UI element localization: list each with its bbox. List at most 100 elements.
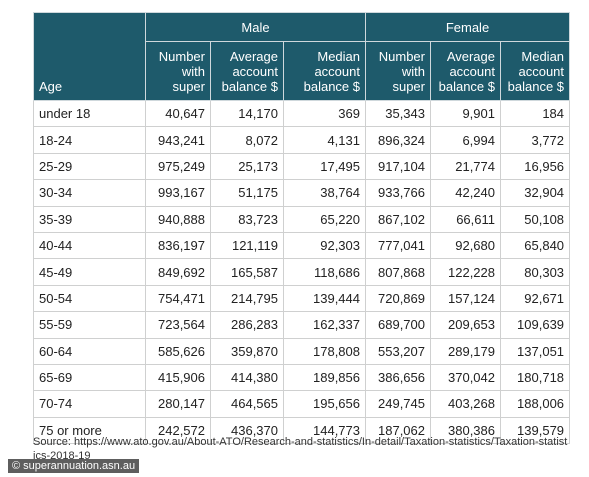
table-row: 25-29 975,249 25,173 17,495 917,104 21,774 16,… — [33, 152, 571, 181]
age-cell: 18-24 — [33, 126, 146, 154]
table-row: 55-59 723,564 286,283 162,337 689,700 209,653… — [33, 311, 571, 339]
column-header: Median account balance $ — [283, 41, 366, 101]
value-cell: 9,901 — [430, 99, 501, 128]
value-cell: 289,179 — [430, 337, 501, 365]
value-cell: 849,692 — [145, 258, 211, 286]
value-cell: 943,241 — [145, 126, 211, 154]
age-cell: 65-69 — [33, 363, 146, 392]
age-cell: under 18 — [33, 99, 146, 128]
value-cell: 933,766 — [365, 179, 431, 207]
value-cell: 214,795 — [210, 284, 284, 313]
value-cell: 40,647 — [145, 99, 211, 128]
value-cell: 414,380 — [210, 363, 284, 392]
age-cell: 45-49 — [33, 258, 146, 286]
value-cell: 65,840 — [499, 231, 571, 260]
value-cell: 940,888 — [145, 205, 211, 233]
value-cell: 553,207 — [365, 337, 431, 365]
value-cell: 32,904 — [499, 179, 571, 207]
value-cell: 16,956 — [499, 152, 571, 181]
value-cell: 867,102 — [365, 205, 431, 233]
value-cell: 121,119 — [210, 231, 284, 260]
value-cell: 38,764 — [283, 179, 366, 207]
table-row: under 18 40,647 14,170 369 35,343 9,901 184 — [33, 99, 571, 128]
value-cell: 66,611 — [430, 205, 501, 233]
value-cell: 754,471 — [145, 284, 211, 313]
value-cell: 157,124 — [430, 284, 501, 313]
value-cell: 165,587 — [210, 258, 284, 286]
value-cell: 242,572 — [145, 416, 211, 445]
value-cell: 369 — [283, 99, 366, 128]
value-cell: 184 — [499, 99, 571, 128]
table-row: 50-54 754,471 214,795 139,444 720,869 157,124… — [33, 284, 571, 313]
value-cell: 6,994 — [430, 126, 501, 154]
table-row: 30-34 993,167 51,175 38,764 933,766 42,240 32,… — [33, 179, 571, 207]
value-cell: 8,072 — [210, 126, 284, 154]
value-cell: 436,370 — [210, 416, 284, 445]
value-cell: 249,745 — [365, 390, 431, 418]
value-cell: 464,565 — [210, 390, 284, 418]
value-cell: 139,579 — [499, 416, 571, 445]
value-cell: 720,869 — [365, 284, 431, 313]
value-cell: 178,808 — [283, 337, 366, 365]
value-cell: 209,653 — [430, 311, 501, 339]
value-cell: 896,324 — [365, 126, 431, 154]
value-cell: 122,228 — [430, 258, 501, 286]
age-cell: 60-64 — [33, 337, 146, 365]
value-cell: 80,303 — [499, 258, 571, 286]
super-table: Age Male Female Number with super Average… — [33, 12, 571, 445]
age-cell: 55-59 — [33, 311, 146, 339]
age-cell: 30-34 — [33, 179, 146, 207]
value-cell: 4,131 — [283, 126, 366, 154]
value-cell: 370,042 — [430, 363, 501, 392]
value-cell: 723,564 — [145, 311, 211, 339]
value-cell: 25,173 — [210, 152, 284, 181]
value-cell: 42,240 — [430, 179, 501, 207]
age-header: Age — [33, 12, 146, 101]
value-cell: 975,249 — [145, 152, 211, 181]
value-cell: 51,175 — [210, 179, 284, 207]
value-cell: 3,772 — [499, 126, 571, 154]
table-row: 35-39 940,888 83,723 65,220 867,102 66,611 50,… — [33, 205, 571, 233]
value-cell: 14,170 — [210, 99, 284, 128]
value-cell: 403,268 — [430, 390, 501, 418]
table-row: 75 or more 242,572 436,370 144,773 187,062 38… — [33, 416, 571, 445]
value-cell: 380,386 — [430, 416, 501, 445]
value-cell: 83,723 — [210, 205, 284, 233]
age-cell: 35-39 — [33, 205, 146, 233]
value-cell: 917,104 — [365, 152, 431, 181]
value-cell: 180,718 — [499, 363, 571, 392]
value-cell: 137,051 — [499, 337, 571, 365]
value-cell: 415,906 — [145, 363, 211, 392]
column-header: Number with super — [145, 41, 211, 101]
value-cell: 585,626 — [145, 337, 211, 365]
table-row: 60-64 585,626 359,870 178,808 553,207 289,179… — [33, 337, 571, 365]
age-cell: 70-74 — [33, 390, 146, 418]
value-cell: 689,700 — [365, 311, 431, 339]
value-cell: 286,283 — [210, 311, 284, 339]
value-cell: 92,680 — [430, 231, 501, 260]
value-cell: 35,343 — [365, 99, 431, 128]
value-cell: 118,686 — [283, 258, 366, 286]
column-header: Median account balance $ — [499, 41, 571, 101]
table-row: 65-69 415,906 414,380 189,856 386,656 370,042… — [33, 363, 571, 392]
value-cell: 836,197 — [145, 231, 211, 260]
value-cell: 92,303 — [283, 231, 366, 260]
age-cell: 50-54 — [33, 284, 146, 313]
age-cell: 40-44 — [33, 231, 146, 260]
value-cell: 139,444 — [283, 284, 366, 313]
value-cell: 359,870 — [210, 337, 284, 365]
table-row: 18-24 943,241 8,072 4,131 896,324 6,994 3,772 — [33, 126, 571, 154]
column-header: Average account balance $ — [210, 41, 284, 101]
value-cell: 807,868 — [365, 258, 431, 286]
group-header: Male — [145, 12, 366, 42]
table-row: 70-74 280,147 464,565 195,656 249,745 403,268… — [33, 390, 571, 418]
value-cell: 109,639 — [499, 311, 571, 339]
value-cell: 65,220 — [283, 205, 366, 233]
value-cell: 92,671 — [499, 284, 571, 313]
value-cell: 280,147 — [145, 390, 211, 418]
value-cell: 188,006 — [499, 390, 571, 418]
value-cell: 17,495 — [283, 152, 366, 181]
subheader-row: Number with super Average account balance… — [34, 41, 571, 101]
column-header: Number with super — [365, 41, 431, 101]
column-header: Average account balance $ — [430, 41, 501, 101]
